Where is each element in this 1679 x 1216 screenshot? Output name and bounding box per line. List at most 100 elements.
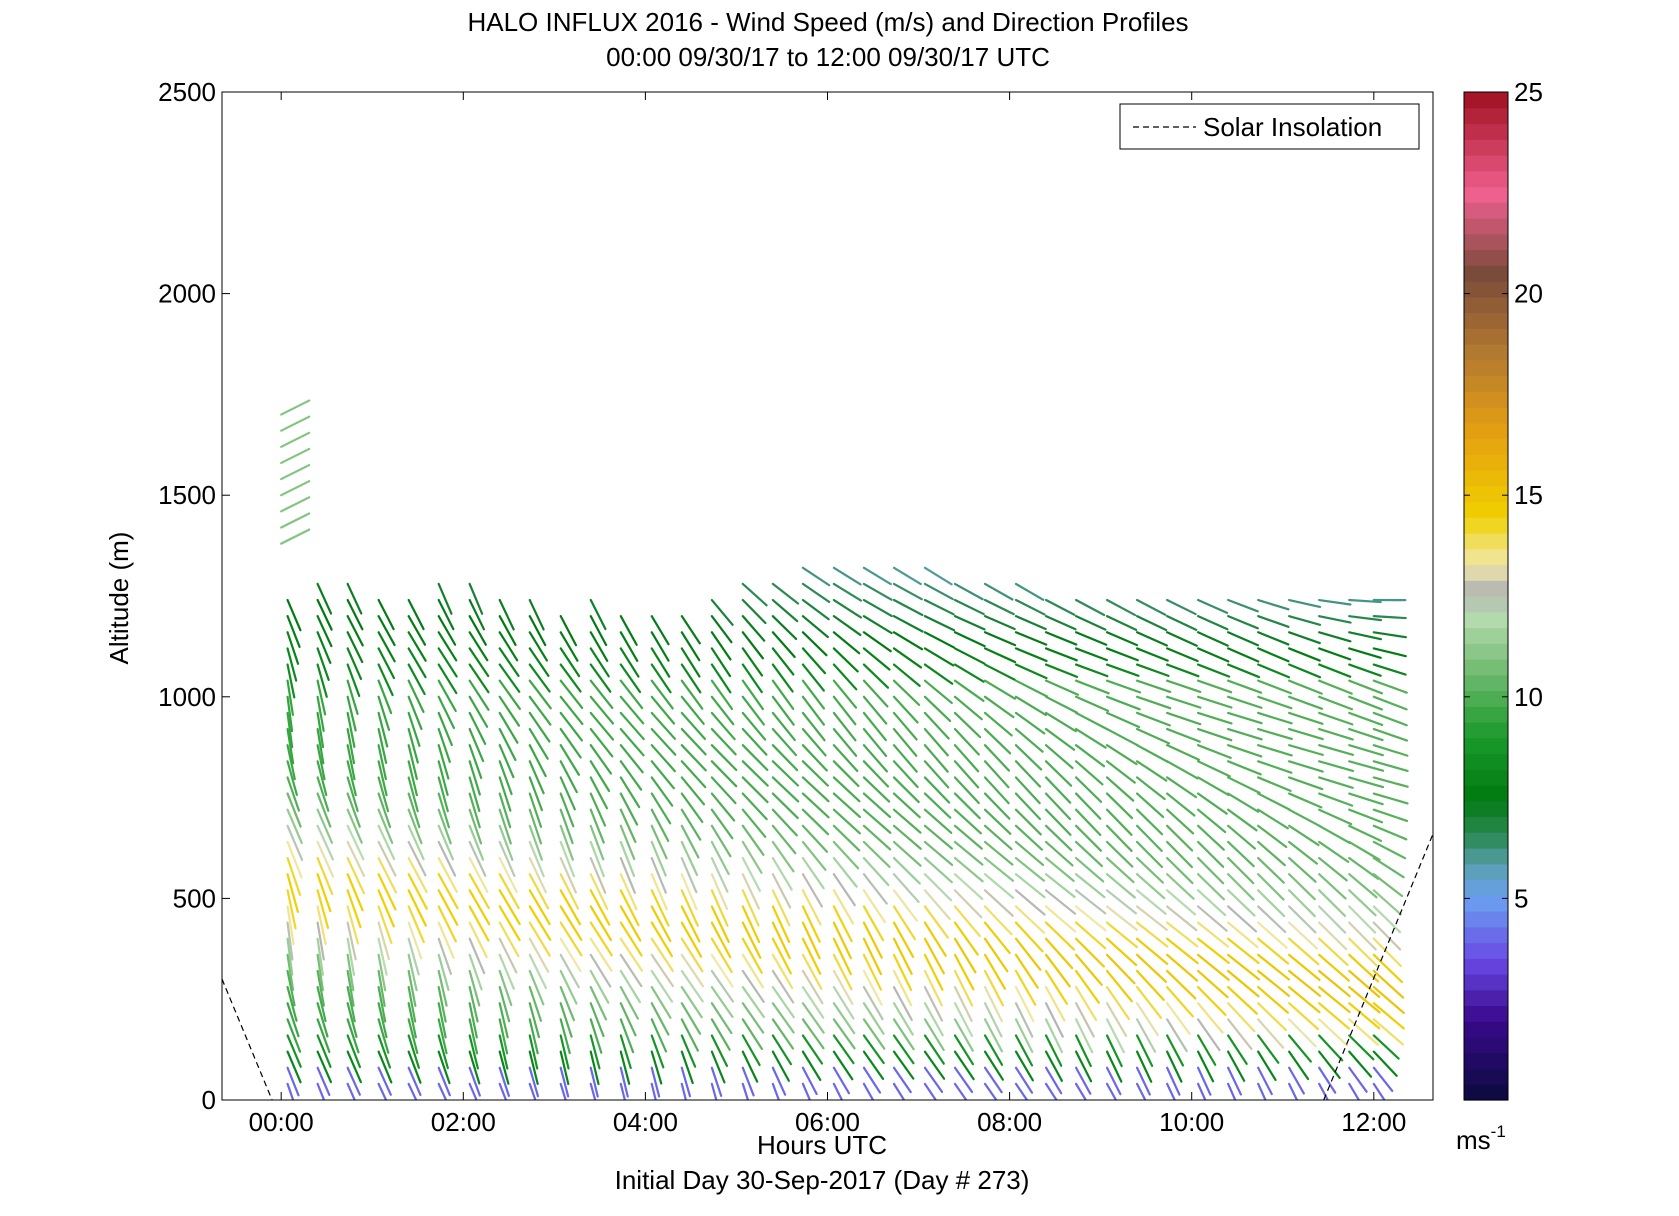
wind-barb [983,1002,1003,1038]
wind-barb [1105,856,1135,884]
wind-barb [1257,631,1290,646]
wind-barb [1105,615,1138,632]
wind-barb [771,711,796,742]
wind-barb [983,969,1005,1007]
wind-barb [498,840,516,878]
wind-barb [923,663,954,685]
wind-barb [1288,969,1322,997]
wind-barb [286,824,304,862]
wind-barb [1288,760,1324,773]
wind-barb [1372,840,1407,860]
solar-insolation-line [222,833,1433,1100]
wind-profile [680,615,707,1100]
wind-barb [1318,1066,1337,1094]
wind-barb [923,969,943,1007]
wind-barb [953,792,981,820]
colorbar-segment [1464,202,1508,219]
wind-barb [650,711,677,740]
wind-barb [741,615,766,642]
wind-barb [801,598,830,621]
wind-barb [710,921,732,959]
wind-barb [953,1050,975,1081]
colorbar-unit: ms-1 [1456,1122,1506,1155]
wind-barb [1288,889,1316,918]
wind-barb [589,873,609,911]
wind-barb [1348,824,1383,843]
wind-barb [1135,598,1167,616]
wind-barb [862,744,888,773]
wind-barb [832,1018,856,1050]
wind-barb [286,969,296,1007]
wind-barb [286,663,296,699]
wind-barb [407,760,418,797]
wind-barb [1135,953,1168,983]
wind-barb [1288,953,1321,981]
wind-barb [1372,921,1402,951]
wind-barb [953,631,986,648]
wind-barb [498,921,520,958]
wind-barb [1318,744,1354,756]
wind-barb [377,1066,392,1096]
wind-barb [619,663,642,694]
wind-barb [619,727,645,757]
wind-barb [710,840,730,876]
wind-barb [1257,615,1290,628]
wind-barb [923,776,951,804]
wind-barb [407,711,421,747]
wind-barb [1318,953,1350,982]
wind-barb [1257,1050,1277,1082]
wind-barb [983,889,1014,917]
wind-barb [1074,727,1107,749]
wind-barb [468,647,490,678]
wind-barb [468,1050,481,1085]
wind-barb [316,1066,331,1097]
wind-barb [1044,744,1074,770]
wind-barb [650,937,674,973]
wind-barb [468,744,483,779]
y-tick-label: 500 [173,883,216,913]
wind-barb [1105,1002,1128,1037]
wind-barb [923,1034,945,1065]
wind-barb [437,905,457,943]
wind-barb [1105,1050,1123,1083]
wind-barb [468,905,490,942]
wind-barb [280,528,311,545]
wind-barb [650,889,670,927]
wind-barb [407,695,423,731]
wind-barb [1227,986,1258,1015]
wind-barb [862,953,883,991]
wind-barb [650,1002,670,1036]
wind-barb [862,905,885,942]
wind-barb [528,953,548,990]
wind-barb [407,808,423,845]
wind-barb [1257,647,1290,663]
wind-barb [1196,679,1233,694]
wind-barb [953,1082,968,1100]
wind-barb [862,615,893,635]
wind-barb [346,1050,362,1084]
wind-barb [953,1018,974,1052]
wind-barb [680,1002,702,1035]
colorbar-segment [1464,643,1508,660]
wind-barb [1135,760,1168,782]
wind-barb [280,480,311,497]
wind-barb [801,1002,825,1034]
wind-barb [680,615,701,645]
wind-barb [1074,744,1106,768]
wind-barb [1288,937,1320,966]
wind-barb [1074,840,1104,868]
wind-barb [437,824,454,861]
wind-barb [1372,986,1405,1015]
wind-barb [983,679,1017,700]
wind-profile [1288,598,1324,1100]
wind-barb [1074,695,1110,712]
wind-barb [771,792,799,820]
wind-barb [1196,1082,1207,1100]
wind-barb [437,727,451,763]
wind-barb [1044,631,1078,646]
wind-barb [801,1034,824,1065]
wind-barb [316,937,324,976]
wind-barb [1348,679,1384,695]
wind-barb [1348,1082,1361,1100]
wind-barb [1196,937,1230,964]
